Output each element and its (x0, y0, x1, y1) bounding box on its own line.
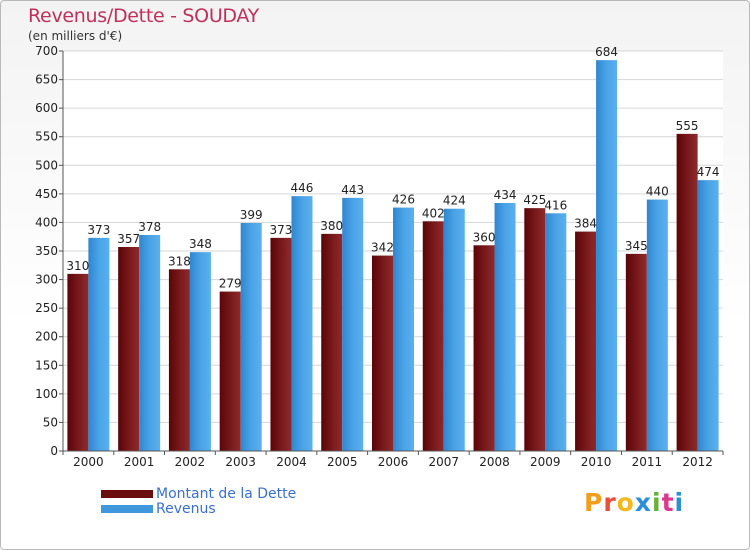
x-tick-label: 2009 (530, 455, 561, 469)
bar-dette (118, 247, 140, 451)
data-label-revenus: 348 (189, 237, 212, 251)
data-label-revenus: 373 (87, 223, 110, 237)
data-label-dette: 384 (574, 217, 597, 231)
data-label-revenus: 416 (544, 198, 567, 212)
legend-label-dette: Montant de la Dette (156, 486, 297, 502)
axes: 0 50 100 150 200 250 300 350 400 450 500 550 600 650 7… (35, 44, 724, 469)
bar-dette (422, 221, 444, 451)
bar-dette (676, 133, 698, 451)
y-tick-label: 600 (35, 101, 58, 115)
x-tick-label: 2004 (276, 455, 307, 469)
bar-revenus (393, 207, 414, 451)
y-tick-label: 450 (35, 187, 58, 201)
logo-letter: P (584, 488, 604, 517)
chart-subtitle: (en milliers d'€) (28, 29, 123, 43)
bar-dette (168, 269, 190, 451)
bar-dette (321, 233, 343, 451)
y-tick-label: 150 (35, 358, 58, 372)
bar-dette (524, 208, 546, 451)
data-label-dette: 373 (270, 223, 293, 237)
bar-revenus (596, 60, 618, 452)
y-tick-label: 650 (35, 73, 58, 87)
logo-letter: o (616, 488, 635, 517)
logo-letter: i (674, 488, 685, 517)
x-tick-label: 2008 (479, 455, 510, 469)
data-label-dette: 425 (523, 193, 546, 207)
legend-swatch-revenus (101, 505, 153, 513)
bar-dette (625, 253, 647, 451)
legend-label-revenus: Revenus (156, 501, 216, 517)
data-label-dette: 402 (422, 206, 445, 220)
x-tick-label: 2005 (327, 455, 358, 469)
data-label-revenus: 426 (392, 193, 415, 207)
data-label-dette: 357 (117, 232, 140, 246)
x-tick-label: 2002 (175, 455, 206, 469)
data-label-dette: 555 (676, 119, 699, 133)
data-label-dette: 380 (320, 219, 343, 233)
bar-revenus (88, 237, 110, 451)
legend-swatch-dette (101, 490, 153, 498)
bar-revenus (646, 199, 668, 451)
bar-revenus (443, 208, 465, 451)
bar-dette (372, 255, 393, 451)
bar-revenus (139, 235, 161, 451)
bar-revenus (189, 252, 211, 451)
y-tick-label: 500 (35, 158, 58, 172)
logo-letter: i (652, 488, 662, 517)
data-label-revenus: 399 (240, 208, 263, 222)
y-tick-label: 200 (35, 330, 58, 344)
y-tick-label: 0 (50, 444, 58, 458)
bar-revenus (494, 203, 516, 451)
data-label-dette: 310 (66, 259, 89, 273)
data-label-dette: 279 (219, 277, 242, 291)
logo-letter: r (603, 488, 617, 517)
x-tick-label: 2000 (73, 455, 104, 469)
x-tick-label: 2003 (225, 455, 256, 469)
y-tick-label: 400 (35, 215, 58, 229)
bar-revenus (545, 213, 567, 451)
bar-dette (219, 291, 241, 451)
bar-dette (67, 273, 89, 451)
logo-letter: t (661, 488, 675, 517)
y-tick-label: 700 (35, 44, 58, 58)
y-tick-label: 350 (35, 244, 58, 258)
data-label-revenus: 424 (443, 194, 466, 208)
x-tick-label: 2011 (632, 455, 663, 469)
bars (67, 60, 719, 452)
data-label-revenus: 443 (341, 183, 364, 197)
data-label-dette: 318 (168, 254, 191, 268)
data-label-revenus: 446 (291, 181, 314, 195)
data-label-revenus: 474 (697, 165, 720, 179)
x-tick-label: 2007 (428, 455, 459, 469)
data-label-revenus: 440 (646, 185, 669, 199)
x-tick-label: 2001 (124, 455, 155, 469)
bar-dette (473, 245, 495, 451)
bar-dette (270, 237, 292, 451)
data-label-revenus: 684 (595, 45, 618, 59)
bar-revenus (240, 223, 262, 451)
y-tick-label: 250 (35, 301, 58, 315)
bar-revenus (342, 197, 364, 451)
data-label-revenus: 378 (138, 220, 161, 234)
bar-dette (575, 231, 597, 451)
x-tick-label: 2010 (581, 455, 612, 469)
proxiti-logo: Proxiti (584, 488, 684, 517)
chart-title: Revenus/Dette - SOUDAY (28, 5, 259, 27)
logo-letter: x (634, 488, 652, 517)
data-label-revenus: 434 (494, 188, 517, 202)
x-tick-label: 2012 (682, 455, 713, 469)
bar-revenus (697, 180, 719, 451)
data-label-dette: 345 (625, 239, 648, 253)
y-tick-label: 300 (35, 273, 58, 287)
data-label-dette: 342 (371, 241, 394, 255)
y-tick-label: 550 (35, 130, 58, 144)
bar-revenus (291, 196, 313, 451)
y-tick-label: 100 (35, 387, 58, 401)
y-tick-label: 50 (43, 415, 58, 429)
data-label-dette: 360 (473, 230, 496, 244)
x-tick-label: 2006 (378, 455, 409, 469)
